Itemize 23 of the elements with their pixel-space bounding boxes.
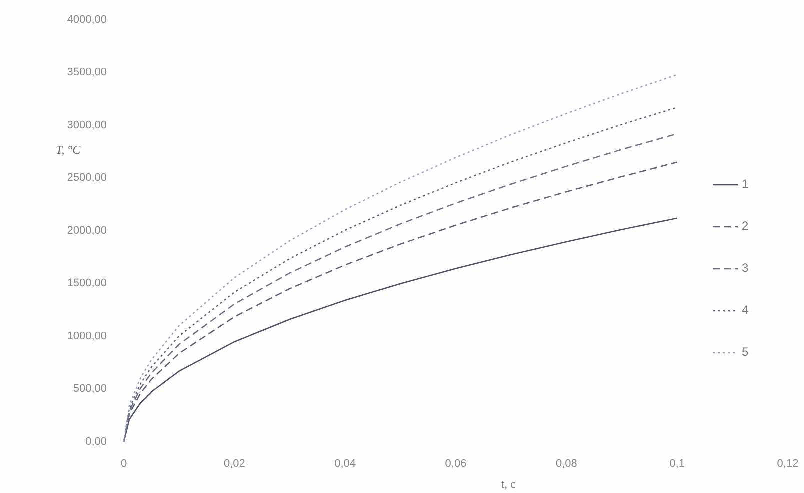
x-tick-label: 0,02	[224, 458, 246, 470]
x-tick-label: 0	[120, 458, 128, 470]
x-axis-title: t, c	[501, 477, 516, 491]
legend-label: 1	[742, 177, 749, 192]
x-tick-label: 0,06	[445, 458, 467, 470]
x-tick-label: 0,12	[777, 458, 799, 470]
y-tick-label: 4000,00	[67, 14, 107, 26]
legend-label: 4	[742, 303, 749, 318]
y-tick-label: 3500,00	[67, 66, 107, 79]
y-tick-label: 500,00	[73, 383, 107, 396]
y-tick-label: 2000,00	[67, 224, 107, 237]
y-tick-label: 1000,00	[67, 330, 107, 342]
y-tick-label: 3000,00	[67, 119, 107, 132]
x-tick-label: 0,1	[670, 458, 685, 470]
y-tick-label: 1500,00	[67, 278, 107, 290]
legend-label: 3	[742, 261, 749, 276]
legend-label: 5	[742, 345, 749, 360]
y-axis-title: T, °C	[56, 143, 82, 157]
legend-label: 2	[742, 219, 749, 234]
x-tick-label: 0,08	[556, 458, 578, 470]
x-tick-label: 0,04	[334, 458, 356, 470]
y-tick-label: 0,00	[86, 436, 107, 448]
y-tick-label: 2500,00	[67, 172, 107, 184]
